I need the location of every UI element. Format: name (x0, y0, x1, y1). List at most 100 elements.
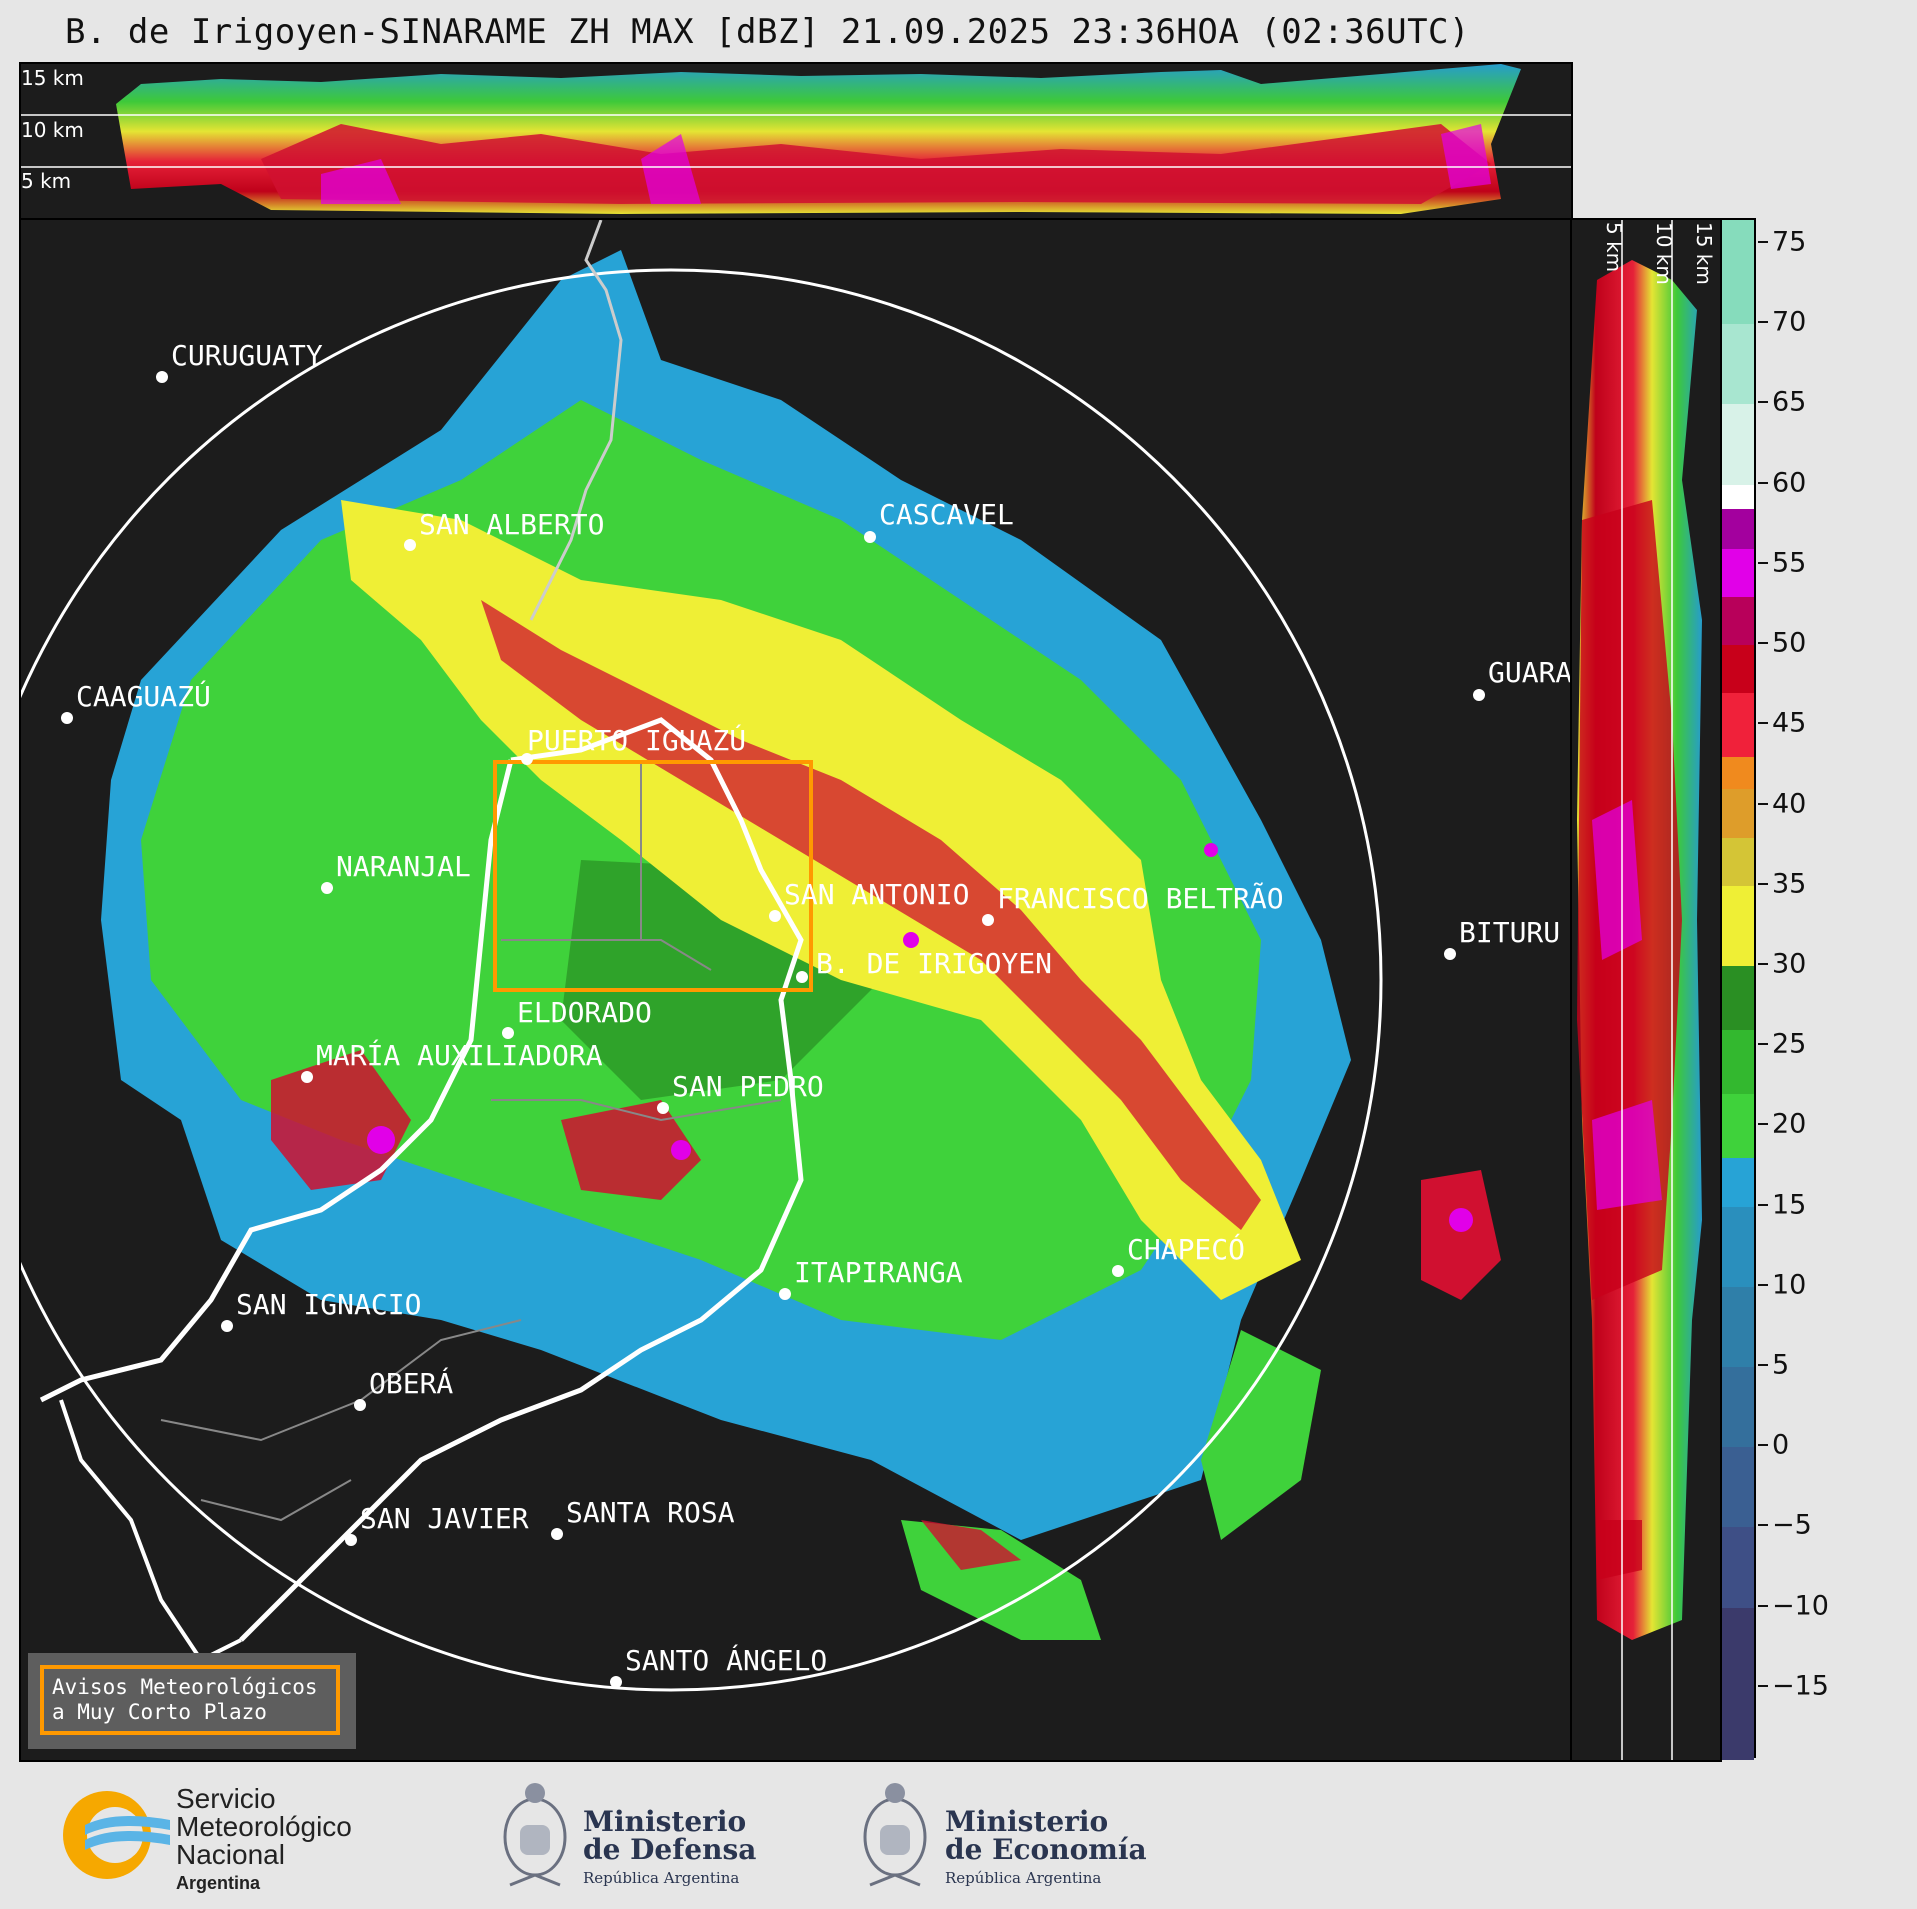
colorbar-segment (1722, 1094, 1754, 1159)
colorbar-segment (1722, 220, 1754, 325)
top-cross-section-panel: 15 km 10 km 5 km (19, 62, 1573, 220)
city-santo-angelo: SANTO ÁNGELO (610, 1643, 827, 1688)
city-naranjal: NARANJAL (321, 850, 471, 894)
colorbar-segment (1722, 1286, 1754, 1367)
city-label: ITAPIRANGA (794, 1256, 963, 1289)
city-label: SANTA ROSA (566, 1496, 735, 1529)
city-label: CASCAVEL (879, 498, 1014, 531)
side-altitude-label-10km: 10 km (1652, 222, 1676, 285)
colorbar-segment (1722, 1158, 1754, 1207)
colorbar-tick-label: −5 (1772, 1509, 1812, 1541)
city-label: PUERTO IGUAZÚ (527, 723, 746, 757)
city-b-de-irigoyen: B. DE IRIGOYEN (796, 947, 1052, 983)
side-altitude-label-5km: 5 km (1602, 222, 1626, 273)
colorbar-tick-label: 75 (1772, 226, 1807, 258)
colorbar-tick-label: 20 (1772, 1108, 1807, 1140)
colorbar-segment (1722, 757, 1754, 790)
legend-box[interactable]: Avisos Meteorológicos a Muy Corto Plazo (28, 1653, 356, 1749)
colorbar-tick (1758, 401, 1768, 404)
colorbar-tick (1758, 802, 1768, 805)
colorbar-segment (1722, 837, 1754, 886)
defensa-name: Ministerio de Defensa República Argentin… (583, 1808, 756, 1892)
city-puerto-iguazu: PUERTO IGUAZÚ (521, 723, 746, 765)
colorbar-tick (1758, 1123, 1768, 1126)
city-label: FRANCISCO BELTRÃO (997, 882, 1284, 915)
border-river-parana (39, 759, 514, 1403)
city-cascavel: CASCAVEL (864, 498, 1014, 543)
city-label: NARANJAL (336, 850, 471, 883)
city-label: CHAPECÓ (1127, 1232, 1245, 1266)
top-altitude-label-15km: 15 km (21, 66, 84, 90)
echo-red-band (481, 600, 1261, 1230)
colorbar-tick (1758, 241, 1768, 244)
city-label: B. DE IRIGOYEN (816, 947, 1052, 980)
colorbar-tick-label: 70 (1772, 306, 1807, 338)
colorbar-tick-label: 45 (1772, 707, 1807, 739)
colorbar-tick (1758, 321, 1768, 324)
city-label: BITURU (1459, 916, 1560, 949)
economia-line-3: República Argentina (945, 1869, 1102, 1887)
colorbar-tick-label: 40 (1772, 788, 1807, 820)
colorbar-segment (1722, 1366, 1754, 1448)
colorbar-tick (1758, 1604, 1768, 1607)
city-caaguazu: CAAGUAZÚ (61, 679, 211, 724)
city-maria-auxiliadora: MARÍA AUXILIADORA (301, 1038, 603, 1083)
colorbar-tick-label: 5 (1772, 1349, 1790, 1381)
colorbar-tick-label: 65 (1772, 386, 1807, 418)
colorbar-tick-label: 30 (1772, 948, 1807, 980)
smn-line-3: Nacional (176, 1839, 285, 1870)
city-chapeco: CHAPECÓ (1112, 1232, 1245, 1277)
echo-sanpedro-cell (561, 1100, 701, 1200)
city-santa-rosa: SANTA ROSA (551, 1496, 735, 1540)
colorbar-tick (1758, 962, 1768, 965)
city-itapiranga: ITAPIRANGA (779, 1256, 963, 1300)
city-obera: OBERÁ (354, 1366, 453, 1411)
colorbar-tick-label: −10 (1772, 1590, 1829, 1622)
colorbar (1720, 218, 1756, 1760)
colorbar-segment (1722, 693, 1754, 758)
smn-line-1: Servicio (176, 1783, 276, 1814)
city-label: MARÍA AUXILIADORA (316, 1038, 603, 1072)
smn-line-4: Argentina (176, 1873, 261, 1893)
range-ring (21, 268, 1383, 1692)
echo-south-cell (901, 1520, 1101, 1640)
city-francisco-beltrao: FRANCISCO BELTRÃO (982, 882, 1284, 926)
colorbar-tick (1758, 1684, 1768, 1687)
side-cross-section-echoes (1577, 220, 1702, 1760)
colorbar-tick (1758, 722, 1768, 725)
colorbar-segment (1722, 596, 1754, 646)
top-altitude-label-10km: 10 km (21, 118, 84, 142)
radar-map: CURUGUATY SAN ALBERTO CASCAVEL CAAGUAZÚ … (21, 220, 1571, 1692)
colorbar-tick (1758, 1444, 1768, 1447)
colorbar-segment (1722, 1527, 1754, 1608)
warning-legend: Avisos Meteorológicos a Muy Corto Plazo (40, 1665, 340, 1735)
top-altitude-label-5km: 5 km (21, 169, 72, 193)
colorbar-tick-label: 60 (1772, 467, 1807, 499)
colorbar-segment (1722, 885, 1754, 966)
page-title: B. de Irigoyen-SINARAME ZH MAX [dBZ] 21.… (65, 12, 1470, 52)
colorbar-segment (1722, 508, 1754, 549)
side-altitude-label-15km: 15 km (1692, 222, 1716, 285)
colorbar-segment (1722, 789, 1754, 838)
defensa-line-1: Ministerio (583, 1805, 747, 1838)
side-cross-section-panel: 5 km 10 km 15 km (1570, 218, 1722, 1762)
colorbar-tick (1758, 1203, 1768, 1206)
economia-coat-of-arms-icon (863, 1783, 927, 1887)
colorbar-tick (1758, 1524, 1768, 1527)
colorbar-tick (1758, 481, 1768, 484)
colorbar-tick (1758, 1043, 1768, 1046)
colorbar-segment (1722, 1447, 1754, 1528)
border-paraguay-brazil (529, 220, 623, 621)
colorbar-tick-label: 0 (1772, 1429, 1790, 1461)
legend-line-2: a Muy Corto Plazo (52, 1700, 267, 1724)
colorbar-tick (1758, 561, 1768, 564)
colorbar-tick (1758, 1283, 1768, 1286)
smn-name: Servicio Meteorológico Nacional Argentin… (176, 1785, 352, 1897)
radar-map-panel[interactable]: CURUGUATY SAN ALBERTO CASCAVEL CAAGUAZÚ … (19, 218, 1573, 1762)
smn-logo-icon (63, 1791, 170, 1879)
colorbar-segment (1722, 1607, 1754, 1760)
city-san-ignacio: SAN IGNACIO (221, 1288, 421, 1332)
city-guara: GUARA (1473, 656, 1571, 701)
city-label: SAN ALBERTO (419, 508, 604, 541)
city-label: SAN JAVIER (360, 1502, 529, 1535)
